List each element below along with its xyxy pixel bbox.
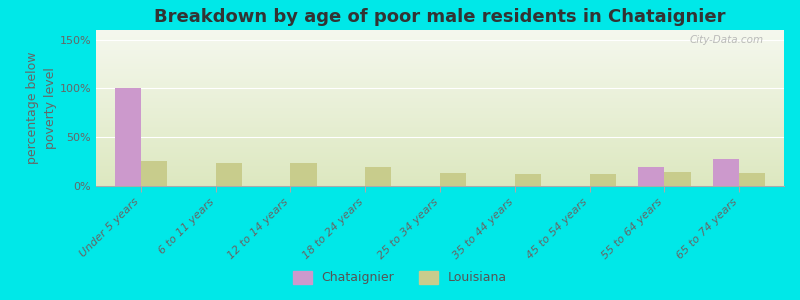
Bar [440, 173, 466, 186]
Bar [114, 88, 141, 186]
Bar [514, 174, 541, 186]
Bar [366, 167, 391, 186]
Bar [141, 161, 167, 186]
Bar [713, 159, 739, 186]
Bar [216, 163, 242, 186]
Bar [590, 174, 616, 186]
Legend: Chataignier, Louisiana: Chataignier, Louisiana [288, 266, 512, 289]
Text: City-Data.com: City-Data.com [690, 35, 763, 45]
Title: Breakdown by age of poor male residents in Chataignier: Breakdown by age of poor male residents … [154, 8, 726, 26]
Bar [739, 173, 766, 186]
Bar [290, 163, 317, 186]
Y-axis label: percentage below
poverty level: percentage below poverty level [26, 52, 57, 164]
Bar [664, 172, 690, 186]
Bar [638, 167, 664, 186]
